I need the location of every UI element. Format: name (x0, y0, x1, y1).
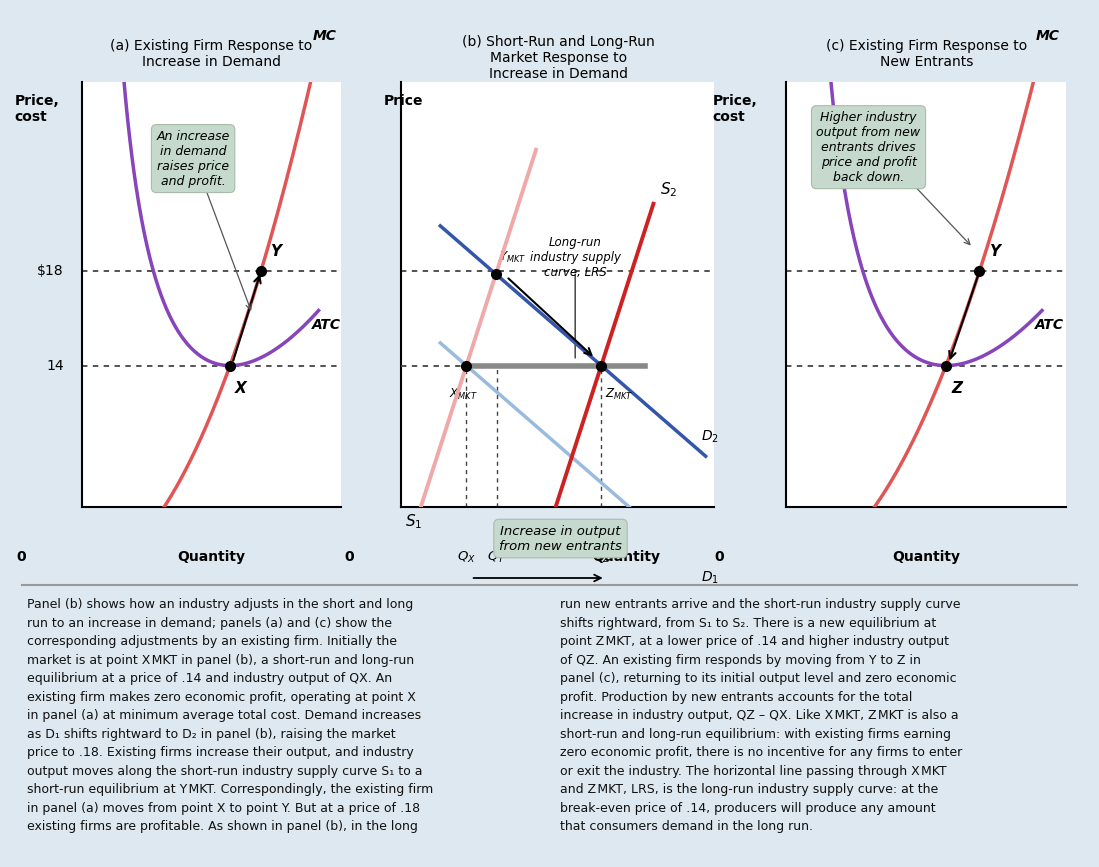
Text: $S_1$: $S_1$ (406, 512, 423, 531)
Text: $X_{MKT}$: $X_{MKT}$ (449, 387, 478, 402)
Text: Panel (b) shows how an industry adjusts in the short and long
run to an increase: Panel (b) shows how an industry adjusts … (27, 598, 434, 833)
Text: $Q_Z$: $Q_Z$ (591, 550, 611, 564)
Text: 0: 0 (344, 550, 354, 564)
Text: 0: 0 (714, 550, 724, 564)
Text: $Z_{MKT}$: $Z_{MKT}$ (604, 387, 633, 402)
Text: (c) Existing Firm Response to
New Entrants: (c) Existing Firm Response to New Entran… (825, 39, 1028, 69)
Text: Y: Y (989, 244, 1000, 259)
Text: Quantity: Quantity (178, 550, 245, 564)
Text: Price: Price (384, 95, 423, 108)
Text: run new entrants arrive and the short-run industry supply curve
shifts rightward: run new entrants arrive and the short-ru… (560, 598, 963, 833)
Text: $18: $18 (37, 264, 64, 278)
Text: Long-run
industry supply
curve, LRS: Long-run industry supply curve, LRS (530, 236, 621, 279)
Text: Quantity: Quantity (892, 550, 959, 564)
Text: Higher industry
output from new
entrants drives
price and profit
back down.: Higher industry output from new entrants… (817, 111, 921, 184)
Text: $Q_X$: $Q_X$ (457, 550, 476, 564)
Text: (b) Short-Run and Long-Run
Market Response to
Increase in Demand: (b) Short-Run and Long-Run Market Respon… (462, 35, 655, 81)
Text: (a) Existing Firm Response to
Increase in Demand: (a) Existing Firm Response to Increase i… (110, 39, 312, 69)
Text: ATC: ATC (312, 318, 342, 332)
Text: Y: Y (269, 244, 280, 259)
Text: $Y_{MKT}$: $Y_{MKT}$ (499, 250, 526, 264)
Text: Quantity: Quantity (592, 550, 660, 564)
Text: 14: 14 (46, 359, 64, 373)
Text: MC: MC (312, 29, 336, 43)
Text: X: X (235, 381, 246, 396)
Text: 0: 0 (16, 550, 25, 564)
Text: An increase
in demand
raises price
and profit.: An increase in demand raises price and p… (156, 129, 230, 187)
Text: $S_2$: $S_2$ (659, 180, 677, 199)
Text: Price,
cost: Price, cost (712, 95, 757, 124)
Text: Increase in output
from new entrants: Increase in output from new entrants (499, 525, 622, 552)
Text: $Q_Y$: $Q_Y$ (488, 550, 507, 564)
Text: Price,
cost: Price, cost (14, 95, 59, 124)
Text: Z: Z (952, 381, 963, 396)
Text: MC: MC (1035, 29, 1059, 43)
Text: $D_2$: $D_2$ (701, 428, 719, 445)
Text: $D_1$: $D_1$ (701, 570, 719, 586)
Text: ATC: ATC (1035, 318, 1064, 332)
